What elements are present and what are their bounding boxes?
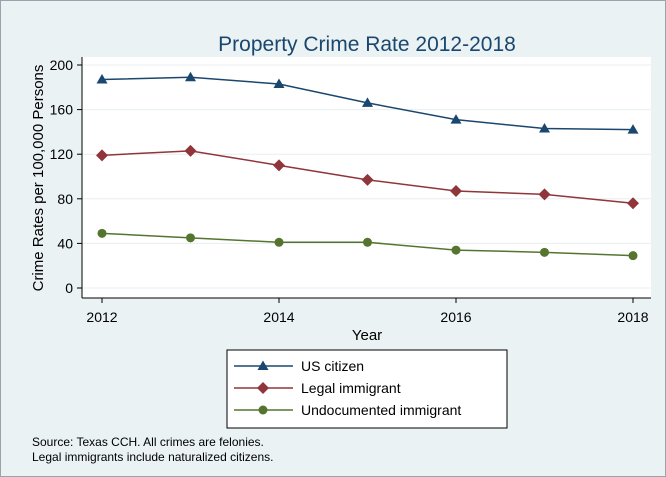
point-legal-immigrant-2018 bbox=[627, 197, 639, 210]
y-axis-label: Crime Rates per 100,000 Persons bbox=[30, 65, 47, 292]
point-us-citizen-2018 bbox=[627, 124, 639, 134]
legend-marker-undocumented-immigrant bbox=[258, 405, 268, 415]
point-legal-immigrant-2017 bbox=[538, 188, 551, 201]
legend: US citizen Legal immigrant Undocumented im… bbox=[234, 358, 461, 418]
point-us-citizen-2012 bbox=[96, 73, 108, 84]
legend-label-us-citizen: US citizen bbox=[301, 358, 364, 374]
point-legal-immigrant-2015 bbox=[361, 173, 374, 186]
point-legal-immigrant-2013 bbox=[184, 144, 197, 157]
point-us-citizen-2017 bbox=[539, 123, 550, 133]
point-undocumented-immigrant-2012 bbox=[97, 228, 107, 238]
footnote: Legal immigrants include naturalized cit… bbox=[32, 450, 273, 464]
point-undocumented-immigrant-2015 bbox=[363, 237, 372, 247]
y-tick-label-40: 40 bbox=[57, 235, 73, 251]
source-note: Source: Texas CCH. All crimes are feloni… bbox=[32, 435, 264, 449]
point-us-citizen-2014 bbox=[273, 78, 285, 88]
legend-box bbox=[226, 349, 508, 429]
point-legal-immigrant-2016 bbox=[450, 184, 462, 197]
point-undocumented-immigrant-2016 bbox=[451, 245, 461, 255]
x-tick-label-2016: 2016 bbox=[440, 309, 471, 325]
x-tick-label-2014: 2014 bbox=[263, 309, 294, 325]
y-tick-label-200: 200 bbox=[50, 57, 74, 73]
legend-marker-us-citizen bbox=[257, 360, 269, 370]
x-axis-label: Year bbox=[352, 327, 382, 344]
x-tick-label-2018: 2018 bbox=[617, 309, 648, 325]
series-markers bbox=[96, 71, 639, 261]
point-legal-immigrant-2014 bbox=[273, 159, 285, 172]
chart-title: Property Crime Rate 2012-2018 bbox=[218, 33, 516, 56]
point-undocumented-immigrant-2018 bbox=[628, 251, 638, 261]
point-undocumented-immigrant-2013 bbox=[186, 233, 195, 243]
point-us-citizen-2016 bbox=[450, 114, 462, 124]
y-tick-label-160: 160 bbox=[50, 102, 74, 118]
y-tick-label-120: 120 bbox=[50, 146, 74, 162]
point-legal-immigrant-2012 bbox=[96, 149, 108, 162]
axes: 0 40 80 120 160 200 2012 2014 2016 2018 bbox=[50, 57, 651, 325]
x-tick-label-2012: 2012 bbox=[86, 309, 117, 325]
legend-label-legal-immigrant: Legal immigrant bbox=[301, 380, 401, 396]
point-us-citizen-2015 bbox=[362, 97, 373, 107]
y-tick-label-80: 80 bbox=[57, 191, 73, 207]
legend-label-undocumented-immigrant: Undocumented immigrant bbox=[301, 402, 461, 418]
legend-marker-legal-immigrant bbox=[257, 382, 269, 394]
point-undocumented-immigrant-2017 bbox=[540, 247, 549, 257]
y-tick-label-0: 0 bbox=[65, 280, 73, 296]
point-undocumented-immigrant-2014 bbox=[274, 237, 284, 247]
point-us-citizen-2013 bbox=[185, 71, 196, 82]
